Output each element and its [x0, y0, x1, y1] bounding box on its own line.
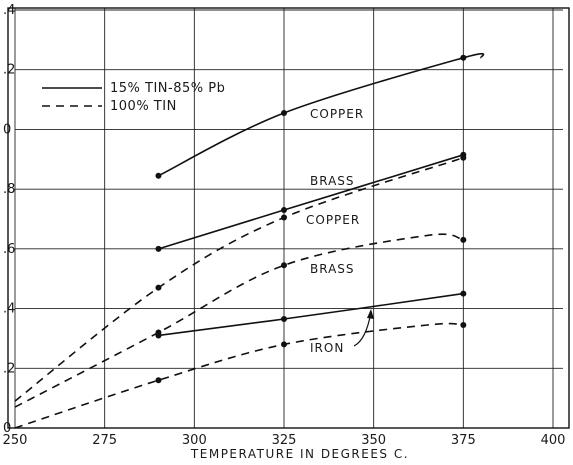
data-point-brass-solid	[281, 207, 287, 214]
legend: 15% TIN-85% Pb 100% TIN	[42, 81, 225, 114]
data-point-unlabeled-dashed	[155, 377, 162, 384]
data-point-brass-dashed	[155, 329, 162, 336]
series-line-brass-dashed	[14, 233, 464, 408]
iron-leader-arrowhead	[367, 309, 374, 319]
data-point-copper-dashed	[281, 214, 287, 221]
x-tick-label: 375	[451, 433, 476, 448]
data-point-copper-solid	[281, 110, 287, 117]
y-tick-label: 0	[3, 122, 11, 137]
label-brass-solid: BRASS	[310, 174, 355, 188]
y-tick-labels: 0 .2 .4 .6 .8 0 .2 .4	[3, 3, 15, 436]
data-point-brass-dashed	[281, 262, 287, 269]
series-line-iron-solid	[158, 292, 464, 337]
label-copper-dashed: COPPER	[306, 213, 360, 227]
data-point-copper-solid	[460, 54, 467, 61]
x-tick-labels: 250 275 300 325 350 375 400	[3, 433, 566, 448]
grid	[14, 8, 563, 429]
y-tick-label: .4	[3, 302, 15, 317]
x-tick-label: 250	[3, 433, 28, 448]
points-layer	[155, 54, 467, 384]
y-tick-label: .2	[3, 361, 15, 376]
y-tick-label: 0	[3, 421, 11, 436]
plot-frame	[7, 7, 570, 429]
series-line-unlabeled-dashed	[14, 322, 464, 429]
curve-labels: COPPER BRASS COPPER BRASS IRON	[306, 107, 374, 355]
data-point-brass-solid	[155, 245, 162, 252]
series-layer	[14, 52, 485, 429]
x-tick-label: 350	[361, 433, 386, 448]
y-tick-label: .8	[3, 182, 15, 197]
data-point-brass-dashed	[460, 236, 467, 243]
data-point-copper-dashed	[460, 154, 467, 161]
x-axis-label: TEMPERATURE IN DEGREES C.	[190, 447, 409, 461]
legend-dashed-label: 100% TIN	[110, 99, 177, 114]
data-point-iron-solid	[460, 290, 467, 297]
x-tick-label: 300	[182, 433, 207, 448]
y-tick-label: .4	[3, 3, 15, 18]
series-line-copper-solid	[158, 52, 485, 177]
data-point-copper-solid	[155, 172, 162, 179]
series-line-copper-dashed	[14, 157, 464, 402]
x-tick-label: 400	[541, 433, 566, 448]
legend-solid-label: 15% TIN-85% Pb	[110, 81, 225, 96]
y-tick-label: .2	[3, 63, 15, 78]
series-line-brass-solid	[158, 154, 464, 250]
label-iron: IRON	[310, 341, 344, 355]
label-copper-solid: COPPER	[310, 107, 364, 121]
x-tick-label: 325	[272, 433, 297, 448]
data-point-unlabeled-dashed	[281, 341, 287, 348]
y-tick-label: .6	[3, 242, 15, 257]
data-point-unlabeled-dashed	[460, 321, 467, 328]
label-brass-dashed: BRASS	[310, 262, 355, 276]
x-tick-label: 275	[92, 433, 117, 448]
data-point-copper-dashed	[155, 284, 162, 291]
data-point-iron-solid	[281, 316, 287, 323]
